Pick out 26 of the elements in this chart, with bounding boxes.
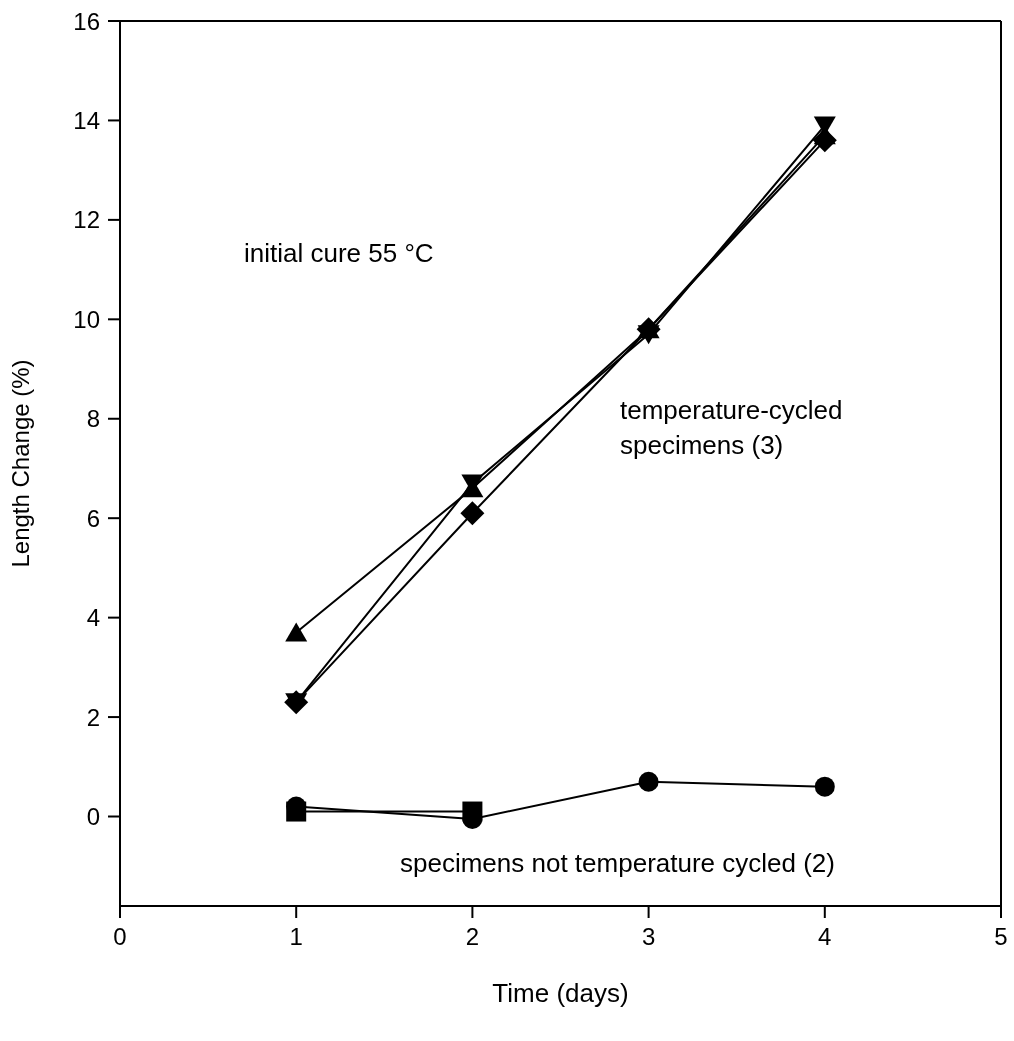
point	[460, 501, 485, 526]
annotation: temperature-cycled specimens (3)	[620, 394, 844, 463]
x-tick-label: 3	[641, 923, 656, 951]
y-tick-label: 16	[73, 7, 100, 35]
annotation: specimens not temperature cycled (2)	[400, 847, 836, 880]
y-tick-label: 0	[86, 803, 100, 831]
x-tick-label: 2	[465, 923, 480, 951]
point	[638, 771, 659, 792]
x-tick-label: 4	[818, 923, 832, 951]
point	[285, 622, 308, 642]
y-tick-label: 6	[86, 504, 100, 532]
y-tick-label: 10	[73, 305, 100, 333]
point	[637, 325, 660, 345]
y-tick-label: 12	[73, 206, 100, 234]
x-tick-label: 5	[994, 923, 1008, 951]
y-tick-label: 8	[86, 405, 100, 433]
x-tick-label: 1	[289, 923, 303, 951]
point	[812, 128, 837, 153]
point	[814, 776, 835, 797]
y-axis-title: Length Change (%)	[6, 359, 34, 568]
y-tick-label: 2	[86, 703, 100, 731]
x-tick-label: 0	[113, 923, 127, 951]
y-tick-label: 4	[86, 604, 100, 632]
x-axis-title: Time (days)	[492, 978, 629, 1008]
y-tick-label: 14	[73, 106, 100, 134]
annotation: initial cure 55 °C	[244, 237, 435, 270]
